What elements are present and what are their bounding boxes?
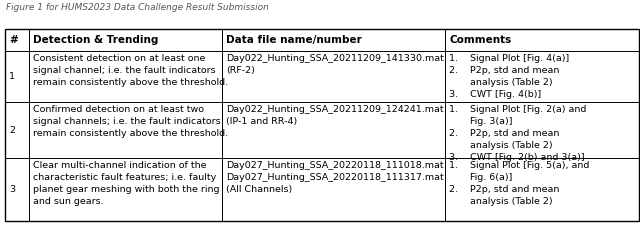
Text: 1.    Signal Plot [Fig. 5(a), and
       Fig. 6(a)]
2.    P2p, std and mean
    : 1. Signal Plot [Fig. 5(a), and Fig. 6(a)… — [449, 161, 589, 207]
Bar — [5, 29, 639, 220]
Text: #: # — [9, 35, 18, 45]
Text: Confirmed detection on at least two
signal channels; i.e. the fault indicators
r: Confirmed detection on at least two sign… — [33, 105, 228, 138]
Text: Clear multi-channel indication of the
characteristic fault features; i.e. faulty: Clear multi-channel indication of the ch… — [33, 161, 220, 207]
Text: Detection & Trending: Detection & Trending — [33, 35, 159, 45]
Text: Figure 1 for HUMS2023 Data Challenge Result Submission: Figure 1 for HUMS2023 Data Challenge Res… — [6, 3, 269, 12]
Text: 1: 1 — [9, 72, 15, 81]
Text: Day022_Hunting_SSA_20211209_141330.mat
(RF-2): Day022_Hunting_SSA_20211209_141330.mat (… — [227, 54, 444, 75]
Text: Data file name/number: Data file name/number — [227, 35, 362, 45]
Text: Comments: Comments — [449, 35, 511, 45]
Text: 2: 2 — [9, 126, 15, 135]
Text: 3: 3 — [9, 185, 15, 194]
Text: Consistent detection on at least one
signal channel; i.e. the fault indicators
r: Consistent detection on at least one sig… — [33, 54, 228, 87]
Text: 1.    Signal Plot [Fig. 4(a)]
2.    P2p, std and mean
       analysis (Table 2)
: 1. Signal Plot [Fig. 4(a)] 2. P2p, std a… — [449, 54, 570, 99]
Text: Day022_Hunting_SSA_20211209_124241.mat
(IP-1 and RR-4): Day022_Hunting_SSA_20211209_124241.mat (… — [227, 105, 444, 126]
Text: Day027_Hunting_SSA_20220118_111018.mat
Day027_Hunting_SSA_20220118_111317.mat
(A: Day027_Hunting_SSA_20220118_111018.mat D… — [227, 161, 444, 194]
Text: 1.    Signal Plot [Fig. 2(a) and
       Fig. 3(a)]
2.    P2p, std and mean
     : 1. Signal Plot [Fig. 2(a) and Fig. 3(a)]… — [449, 105, 587, 162]
